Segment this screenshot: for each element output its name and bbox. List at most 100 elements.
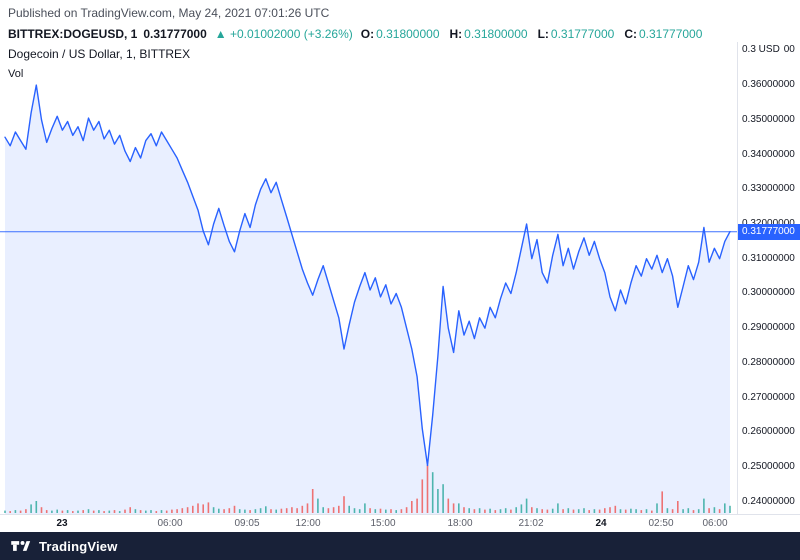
chart-plot[interactable]: Dogecoin / US Dollar, 1, BITTREX Vol xyxy=(0,42,737,514)
volume-bar xyxy=(593,509,596,513)
high-value: 0.31800000 xyxy=(464,27,528,41)
volume-bar xyxy=(499,509,502,513)
volume-bar xyxy=(212,507,215,513)
time-tick: 09:05 xyxy=(234,518,260,529)
volume-bar xyxy=(129,507,131,513)
volume-bar xyxy=(192,505,194,513)
volume-bar xyxy=(358,509,361,513)
volume-bar xyxy=(682,509,684,513)
ohlc-low: L: 0.31777000 xyxy=(538,27,615,41)
volume-bar xyxy=(364,503,366,513)
price-tick: 0.27000000 xyxy=(742,391,795,403)
volume-bar xyxy=(447,498,450,513)
volume-bar xyxy=(452,503,455,513)
price-tick: 0.36000000 xyxy=(742,79,795,91)
volume-bar xyxy=(322,507,324,513)
volume-bar xyxy=(369,508,371,513)
volume-bar xyxy=(30,504,32,513)
volume-bar xyxy=(619,509,622,513)
volume-bar xyxy=(51,510,53,513)
volume-bar xyxy=(306,503,309,513)
tradingview-logo-icon[interactable] xyxy=(10,536,32,556)
ohlc-row: O: 0.31800000 H: 0.31800000 L: 0.3177700… xyxy=(361,27,703,41)
price-tick: 0.33000000 xyxy=(742,183,795,195)
volume-bar xyxy=(218,508,220,513)
volume-bar xyxy=(19,510,22,513)
low-label: L: xyxy=(537,27,549,41)
published-bar: Published on TradingView.com, May 24, 20… xyxy=(0,0,800,26)
price-line xyxy=(4,84,731,467)
price-chart-canvas[interactable] xyxy=(0,42,737,514)
price-tick: 0.25000000 xyxy=(742,461,795,473)
volume-bar xyxy=(338,505,340,513)
volume-bar xyxy=(379,508,382,513)
price-tick: 0.28000000 xyxy=(742,356,795,368)
volume-bar xyxy=(233,505,236,513)
volume-bar xyxy=(40,507,43,513)
volume-bar xyxy=(484,509,486,513)
volume-bar xyxy=(478,508,481,513)
volume-bar xyxy=(270,509,272,513)
price-tick: 0.29000000 xyxy=(742,322,795,334)
volume-bar xyxy=(374,509,377,513)
volume-bar xyxy=(259,508,262,513)
price-tick: 0.34000000 xyxy=(742,148,795,160)
volume-bar xyxy=(416,498,418,513)
volume-bar xyxy=(604,508,606,513)
volume-bar xyxy=(327,508,330,513)
volume-bar xyxy=(718,509,721,513)
volume-bar xyxy=(61,510,64,513)
price-tick: 0.30000000 xyxy=(742,287,795,299)
volume-bar xyxy=(687,508,690,513)
price-axis-unit-label: 0.3 USD xyxy=(739,43,784,58)
volume-bar xyxy=(72,511,74,513)
volume-bar xyxy=(317,498,319,513)
volume-bar xyxy=(390,509,392,513)
symbol-bar: BITTREX:DOGEUSD, 1 0.31777000 ▲ +0.01002… xyxy=(0,26,800,42)
volume-bar xyxy=(572,509,575,513)
volume-bar xyxy=(724,503,726,513)
volume-bar xyxy=(635,509,637,513)
time-tick: 24 xyxy=(595,518,607,529)
volume-bar xyxy=(4,510,6,513)
volume-bar xyxy=(244,509,246,513)
volume-bar xyxy=(536,508,538,513)
volume-bar xyxy=(113,510,116,513)
volume-bar xyxy=(228,508,231,513)
volume-bar xyxy=(139,510,142,513)
volume-bar xyxy=(155,511,158,513)
time-tick: 06:00 xyxy=(157,518,183,529)
volume-bar xyxy=(442,484,444,513)
volume-bar xyxy=(411,501,413,513)
tradingview-brand-text[interactable]: TradingView xyxy=(39,538,118,554)
volume-bar xyxy=(92,510,95,513)
volume-bar xyxy=(98,510,100,513)
volume-bar xyxy=(181,508,184,513)
volume-bar xyxy=(494,510,497,513)
volume-bar xyxy=(473,509,476,513)
volume-bar xyxy=(108,510,111,513)
footer-bar: TradingView xyxy=(0,532,800,560)
volume-bar xyxy=(56,509,58,513)
volume-bar xyxy=(291,507,293,513)
volume-bar xyxy=(280,508,283,513)
volume-bar xyxy=(703,498,705,513)
time-axis[interactable]: 23 06:00 09:05 12:00 15:00 18:00 21:02 24 02:50 0… xyxy=(0,514,800,532)
price-change: ▲ +0.01002000 (+3.26%) xyxy=(214,27,353,41)
volume-bar xyxy=(671,509,674,513)
volume-bar xyxy=(353,508,356,513)
volume-bar xyxy=(431,472,434,513)
symbol-name: BITTREX:DOGEUSD, 1 xyxy=(8,27,138,41)
volume-bar xyxy=(223,509,225,513)
volume-bar xyxy=(202,504,204,513)
time-tick: 06:00 xyxy=(702,518,728,529)
price-tick: 0.32000000 xyxy=(742,218,795,230)
volume-bar xyxy=(656,503,658,513)
volume-bar xyxy=(697,509,700,513)
volume-bar xyxy=(661,491,663,513)
volume-bar xyxy=(426,465,429,513)
high-label: H: xyxy=(449,27,463,41)
volume-bar xyxy=(145,510,147,513)
price-axis[interactable]: 0.370000000.360000000.350000000.34000000… xyxy=(737,42,800,514)
volume-bar xyxy=(150,510,152,513)
